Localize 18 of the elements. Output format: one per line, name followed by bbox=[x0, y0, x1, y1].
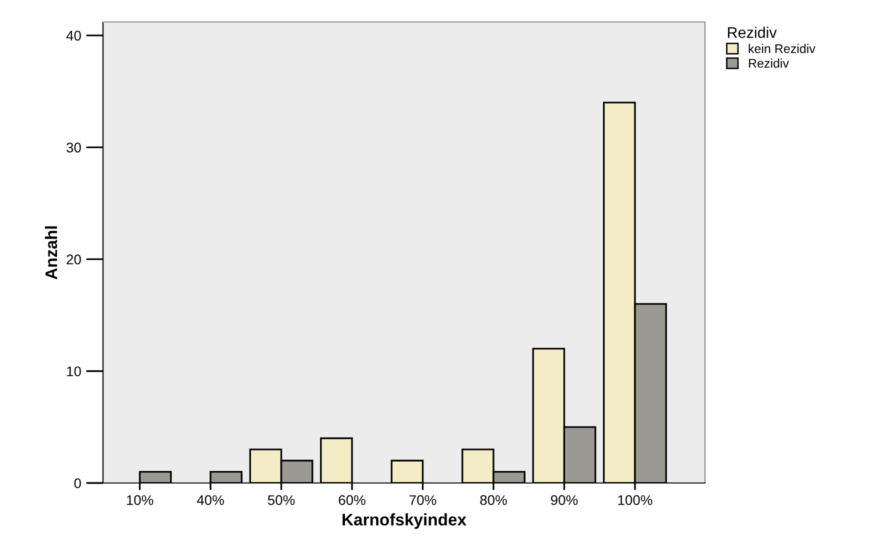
legend-label: kein Rezidiv bbox=[748, 44, 816, 54]
x-tick-label: 80% bbox=[480, 495, 507, 506]
x-tick-label: 10% bbox=[126, 495, 154, 506]
y-tick-label: 10 bbox=[67, 366, 81, 376]
y-tick-label: 0 bbox=[74, 478, 81, 488]
x-tick-label: 60% bbox=[338, 495, 366, 506]
x-tick-label: 40% bbox=[196, 495, 224, 506]
y-tick-label: 40 bbox=[66, 30, 81, 41]
y-tick-label: 30 bbox=[66, 142, 81, 152]
legend-title: Rezidiv bbox=[728, 26, 777, 38]
x-tick-label: 100% bbox=[618, 495, 652, 506]
legend-label: Rezidiv bbox=[749, 58, 789, 68]
y-axis-title: Anzahl bbox=[44, 226, 58, 280]
x-tick-label: 70% bbox=[410, 495, 436, 506]
x-tick-label: 90% bbox=[550, 495, 578, 506]
x-axis-title: Karnofskyindex bbox=[342, 513, 466, 529]
y-tick-label: 20 bbox=[66, 254, 81, 264]
x-tick-label: 50% bbox=[268, 495, 295, 506]
